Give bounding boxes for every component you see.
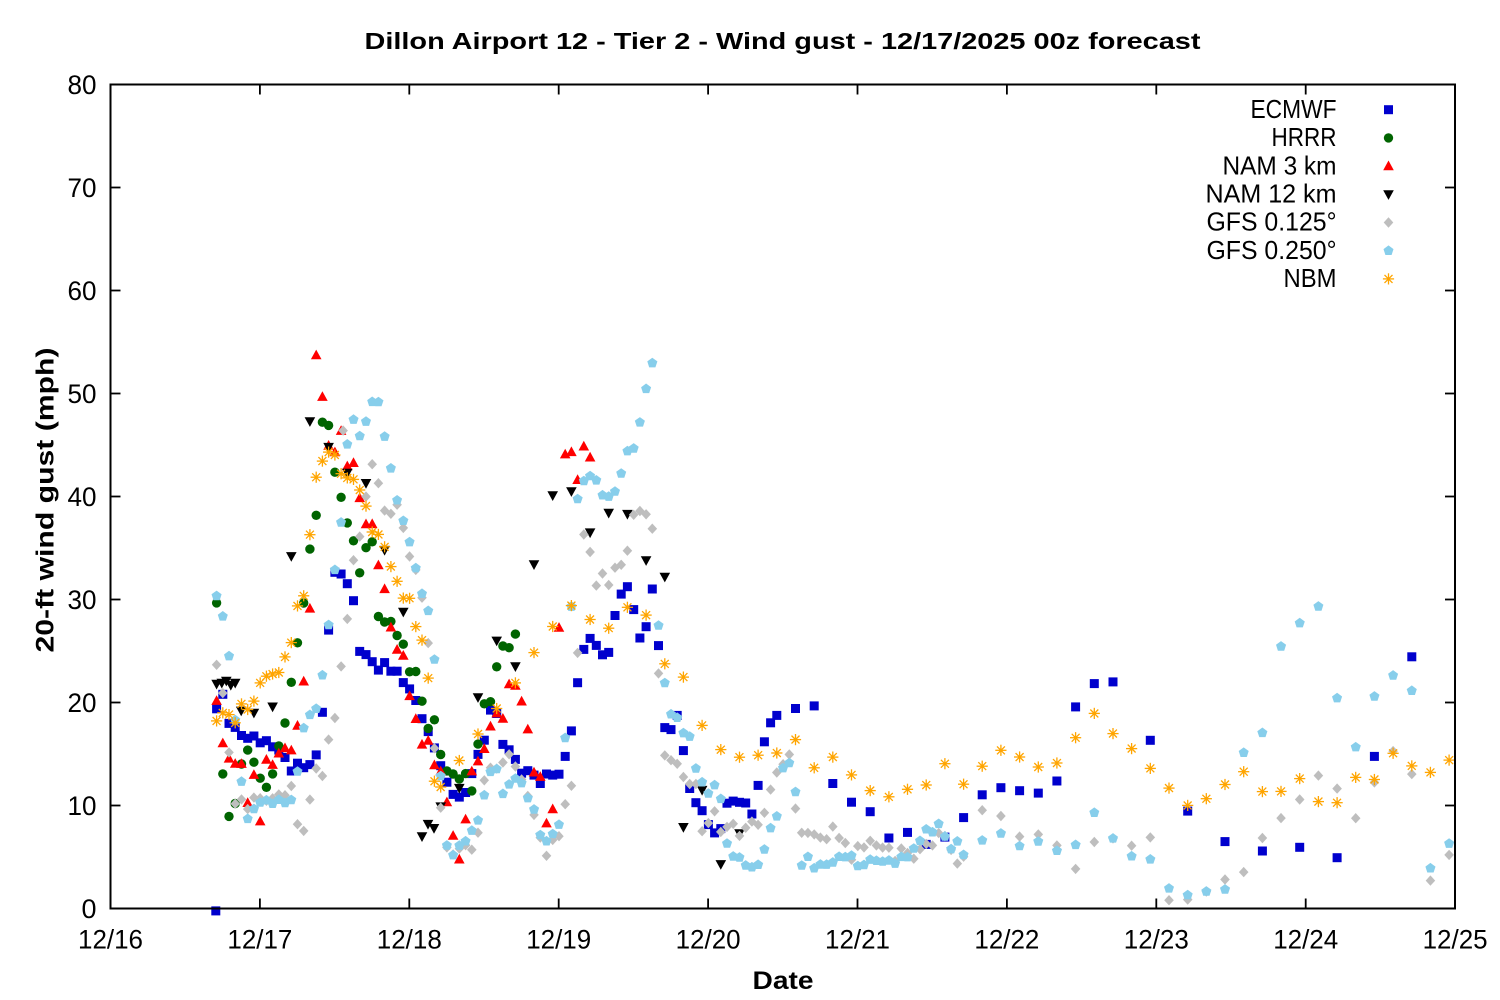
svg-text:40: 40: [68, 482, 97, 512]
svg-text:20-ft wind gust (mph): 20-ft wind gust (mph): [32, 348, 60, 653]
svg-text:60: 60: [68, 276, 97, 306]
svg-text:ECMWF: ECMWF: [1251, 94, 1337, 124]
svg-text:80: 80: [68, 70, 97, 100]
svg-text:12/16: 12/16: [78, 925, 143, 955]
svg-text:20: 20: [68, 688, 97, 718]
svg-text:12/19: 12/19: [526, 925, 591, 955]
svg-text:12/22: 12/22: [974, 925, 1039, 955]
svg-text:Date: Date: [753, 967, 814, 995]
svg-text:12/23: 12/23: [1124, 925, 1189, 955]
svg-text:12/24: 12/24: [1273, 925, 1338, 955]
svg-text:70: 70: [68, 173, 97, 203]
svg-text:NBM: NBM: [1284, 263, 1337, 293]
svg-text:12/18: 12/18: [377, 925, 442, 955]
svg-text:NAM 3 km: NAM 3 km: [1223, 150, 1337, 180]
svg-text:HRRR: HRRR: [1272, 122, 1337, 152]
svg-text:10: 10: [68, 791, 97, 821]
svg-text:NAM 12 km: NAM 12 km: [1206, 179, 1337, 209]
svg-text:50: 50: [68, 379, 97, 409]
svg-text:12/20: 12/20: [676, 925, 741, 955]
svg-text:12/25: 12/25: [1423, 925, 1488, 955]
svg-text:12/17: 12/17: [227, 925, 292, 955]
svg-text:Dillon Airport 12 - Tier 2 - W: Dillon Airport 12 - Tier 2 - Wind gust -…: [365, 28, 1201, 54]
svg-text:12/21: 12/21: [825, 925, 890, 955]
svg-text:GFS 0.250°: GFS 0.250°: [1207, 235, 1337, 265]
svg-text:0: 0: [82, 894, 97, 924]
svg-text:30: 30: [68, 585, 97, 615]
svg-text:GFS 0.125°: GFS 0.125°: [1207, 207, 1337, 237]
